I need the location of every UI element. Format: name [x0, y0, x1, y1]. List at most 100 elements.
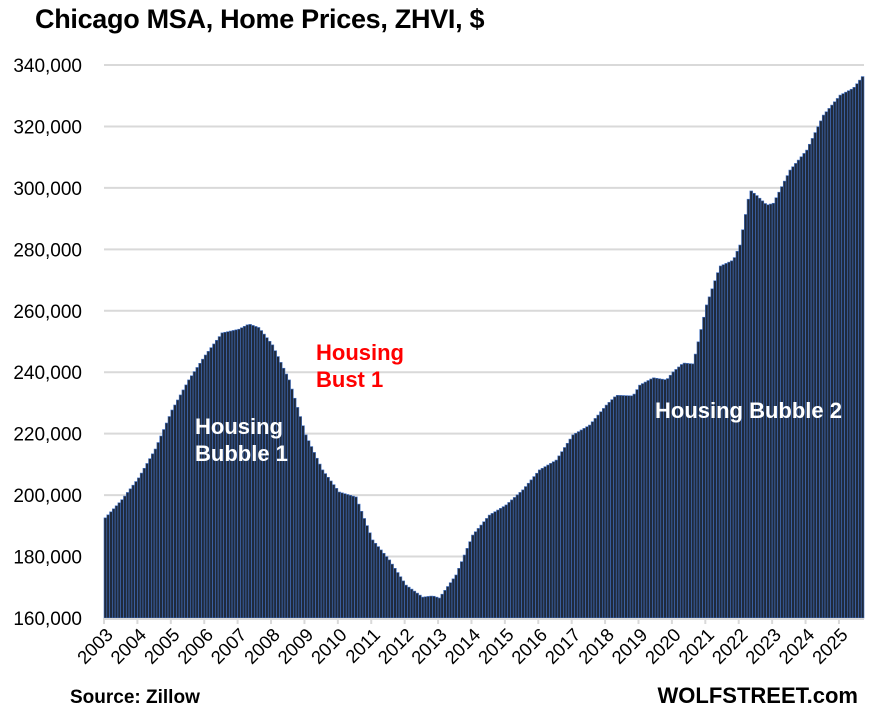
x-tick-label: 2005 [140, 624, 184, 668]
bar [529, 479, 534, 619]
bar [415, 592, 419, 619]
bar [549, 463, 553, 619]
bar [234, 329, 238, 619]
bar [551, 461, 556, 619]
bar [794, 163, 798, 619]
bar [735, 251, 740, 619]
bar [560, 451, 564, 619]
bar [398, 576, 403, 619]
bar [732, 257, 737, 619]
bar [248, 324, 252, 619]
bar [835, 98, 840, 619]
bar [318, 463, 322, 619]
bar [151, 453, 155, 619]
y-tick-label: 240,000 [13, 363, 82, 384]
bar [602, 408, 606, 619]
bar [270, 344, 275, 619]
bar [858, 79, 862, 619]
bar [705, 304, 709, 619]
bar [315, 457, 319, 619]
bar [855, 83, 859, 619]
bar [251, 325, 255, 619]
bar [370, 539, 375, 619]
annotation: Housing Bubble 2 [655, 398, 842, 423]
bar [646, 380, 650, 619]
bar [295, 407, 300, 619]
bar [485, 518, 489, 619]
x-tick-label: 2024 [774, 624, 818, 668]
bar [112, 508, 116, 619]
x-tick-label: 2003 [73, 624, 117, 668]
bar [841, 93, 845, 619]
bar [117, 502, 122, 619]
bar [195, 367, 199, 619]
y-tick-label: 300,000 [13, 179, 82, 200]
x-tick-label: 2025 [808, 624, 852, 668]
bar [824, 111, 829, 619]
bar [206, 351, 211, 619]
bar [702, 316, 706, 619]
x-tick-label: 2011 [341, 624, 384, 667]
bar [791, 166, 795, 619]
bar [178, 394, 183, 619]
y-tick-label: 220,000 [13, 425, 82, 446]
bar [382, 552, 386, 619]
bar [632, 393, 637, 619]
bar [457, 568, 461, 619]
bar [306, 440, 311, 619]
bar [590, 421, 595, 619]
bar [465, 548, 469, 619]
bar [418, 594, 422, 619]
y-tick-label: 260,000 [13, 302, 82, 323]
bar [448, 582, 453, 619]
bar [164, 422, 169, 619]
bar [393, 568, 397, 619]
bar [409, 588, 414, 619]
bar [184, 384, 188, 619]
bar [429, 595, 433, 619]
bar [610, 399, 614, 619]
bar [713, 280, 717, 619]
bar [721, 264, 726, 619]
x-tick-label: 2010 [307, 624, 351, 668]
bar [607, 402, 611, 619]
bar [849, 88, 854, 619]
bar [212, 343, 216, 619]
bar [203, 354, 208, 619]
bar [493, 511, 497, 619]
bar [323, 473, 328, 619]
bar [237, 328, 241, 619]
bar [574, 432, 578, 619]
bar [376, 546, 380, 619]
bar [423, 596, 428, 619]
bar [267, 340, 272, 619]
x-tick-label: 2007 [207, 624, 251, 668]
y-axis: 160,000 180,000 200,000 220,000 240,000 260,0… [13, 56, 82, 630]
bar [198, 363, 202, 619]
bar [181, 389, 186, 619]
bar [331, 484, 336, 619]
bar [852, 87, 856, 619]
bar [279, 362, 283, 619]
bar [799, 156, 804, 619]
x-tick-label: 2023 [741, 624, 785, 668]
x-tick-label: 2006 [173, 624, 217, 668]
bar [515, 494, 520, 619]
bar [245, 324, 250, 619]
bar [808, 143, 812, 619]
bar [730, 260, 734, 619]
bar [693, 353, 698, 619]
bar [582, 428, 586, 619]
bar [576, 431, 581, 619]
bar [716, 272, 720, 619]
bar [571, 434, 575, 619]
bar [624, 395, 628, 619]
bar [507, 502, 511, 619]
bar [109, 511, 113, 619]
bar [404, 584, 408, 619]
bar [468, 541, 472, 619]
bar [379, 549, 383, 619]
bar [487, 514, 492, 619]
bar [440, 593, 444, 619]
bar [844, 91, 848, 619]
